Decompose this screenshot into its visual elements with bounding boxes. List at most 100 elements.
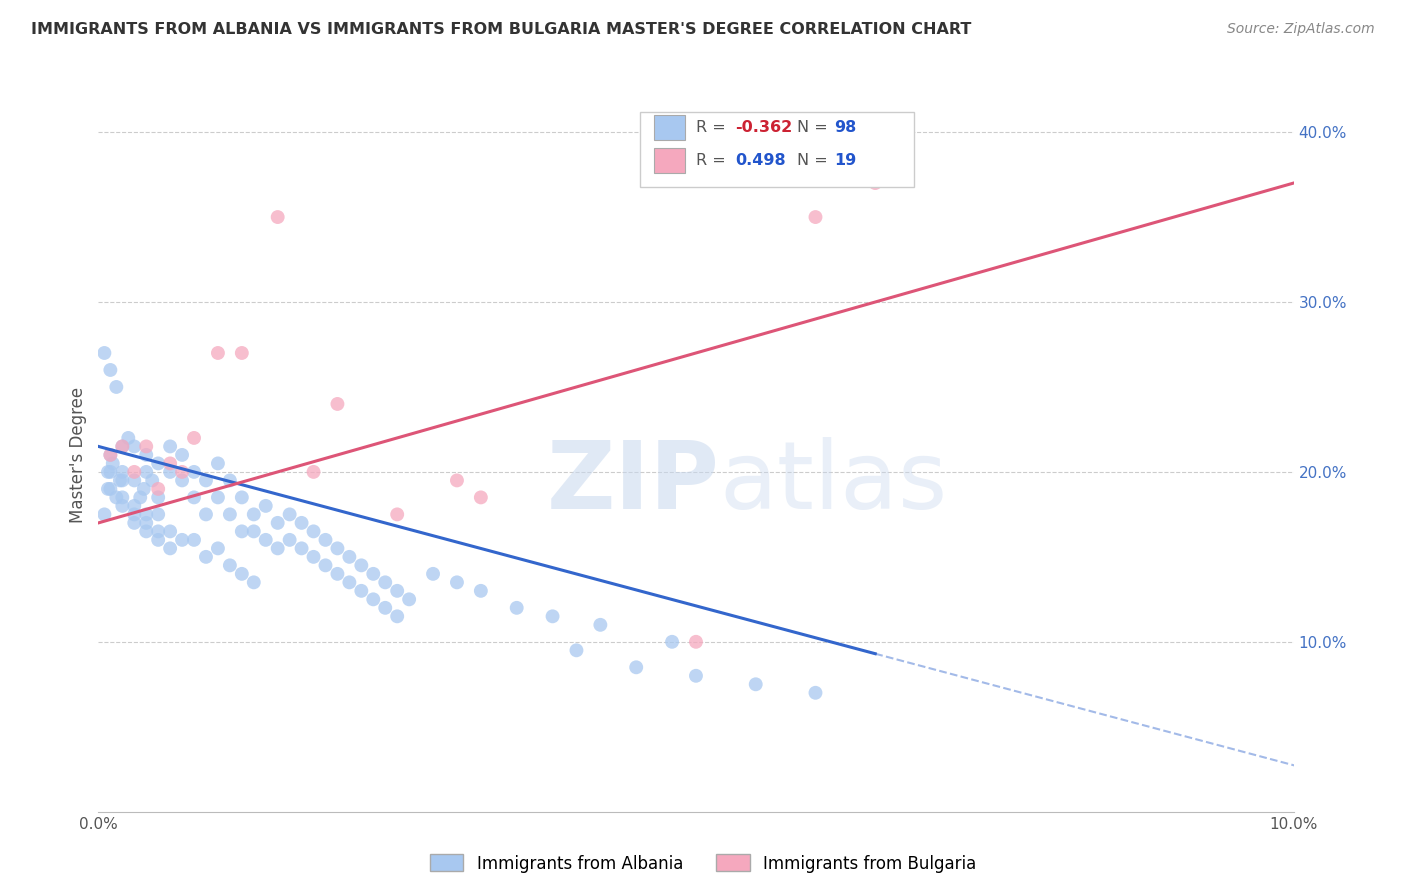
Point [183,491,205,505]
Point [243,575,266,590]
Point [804,686,827,700]
Point [589,617,612,632]
Point [97,465,120,479]
Point [159,439,181,453]
Point [315,558,337,573]
Point [231,566,253,581]
Point [804,210,827,224]
Point [470,583,492,598]
Point [111,439,134,453]
Point [207,457,229,471]
Legend: Immigrants from Albania, Immigrants from Bulgaria: Immigrants from Albania, Immigrants from… [423,847,983,880]
Point [278,533,301,547]
Point [661,635,683,649]
Point [159,457,181,471]
Point [315,533,337,547]
Point [111,439,134,453]
Point [148,524,170,539]
Point [159,465,181,479]
Point [135,516,157,530]
Text: 0.498: 0.498 [735,153,786,168]
Point [111,474,134,488]
Point [135,439,157,453]
Text: 19: 19 [834,153,856,168]
Point [278,508,301,522]
Point [135,448,157,462]
Text: Source: ZipAtlas.com: Source: ZipAtlas.com [1227,22,1375,37]
Point [124,516,146,530]
Point [207,346,229,360]
Point [159,541,181,556]
Point [135,508,157,522]
Point [446,575,468,590]
Point [470,491,492,505]
Point [685,635,707,649]
Text: atlas: atlas [720,437,948,530]
Point [159,524,181,539]
Point [101,457,124,471]
Point [148,482,170,496]
Point [195,549,218,564]
Point [541,609,564,624]
Point [141,474,163,488]
Text: -0.362: -0.362 [735,120,793,135]
Point [626,660,648,674]
Point [135,524,157,539]
Point [148,533,170,547]
Point [385,508,409,522]
Point [363,566,385,581]
Point [97,482,120,496]
Point [93,346,115,360]
Point [219,508,242,522]
Point [108,474,131,488]
Point [98,465,122,479]
Point [207,491,229,505]
Point [385,609,409,624]
Point [105,380,128,394]
Point [339,549,361,564]
Point [172,533,194,547]
Point [267,516,290,530]
Point [129,491,152,505]
Point [111,491,134,505]
Point [326,397,349,411]
Point [374,575,396,590]
Point [219,558,242,573]
Point [326,566,349,581]
Point [398,592,420,607]
Text: R =: R = [696,153,735,168]
Point [124,474,146,488]
Point [267,210,290,224]
Point [195,508,218,522]
Point [98,448,122,462]
Text: N =: N = [797,153,834,168]
Point [98,363,122,377]
Point [422,566,444,581]
Point [685,669,707,683]
Point [865,176,887,190]
Point [302,549,325,564]
Point [350,583,373,598]
Point [124,439,146,453]
Point [326,541,349,556]
Text: R =: R = [696,120,731,135]
Point [148,508,170,522]
Point [254,533,277,547]
Point [363,592,385,607]
Point [172,448,194,462]
Point [302,465,325,479]
Point [291,541,314,556]
Point [195,474,218,488]
Point [93,508,115,522]
Point [267,541,290,556]
Text: 98: 98 [834,120,856,135]
Point [243,524,266,539]
Point [291,516,314,530]
Point [98,448,122,462]
Point [254,499,277,513]
Point [183,465,205,479]
Point [183,533,205,547]
Point [374,600,396,615]
Y-axis label: Master's Degree: Master's Degree [69,387,87,523]
Point [243,508,266,522]
